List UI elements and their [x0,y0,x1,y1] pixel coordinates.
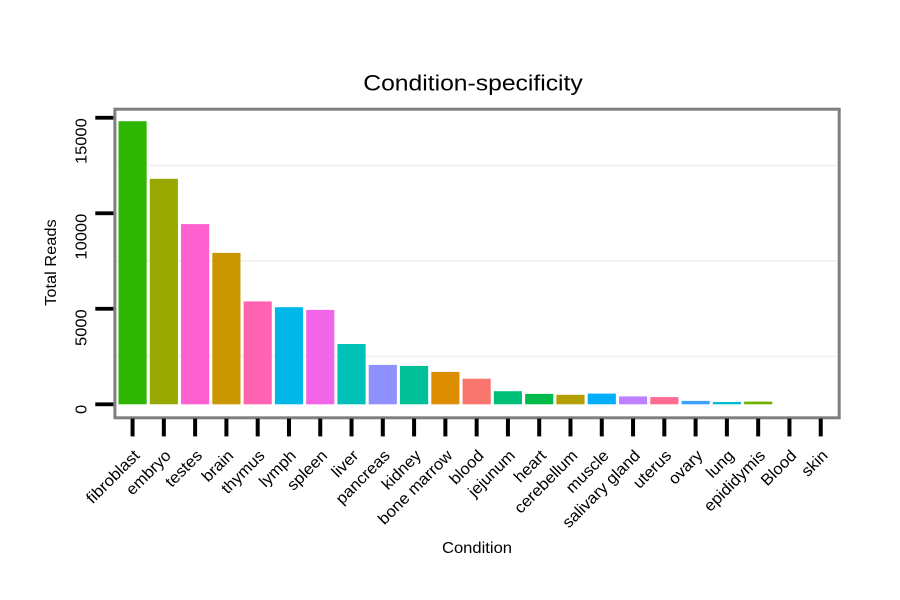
svg-text:10000: 10000 [74,214,91,260]
svg-text:15000: 15000 [74,118,91,164]
svg-text:Condition: Condition [442,540,512,557]
svg-text:Condition-specificity: Condition-specificity [363,70,583,95]
svg-text:Total Reads: Total Reads [43,219,60,306]
svg-text:0: 0 [74,405,91,414]
svg-text:5000: 5000 [74,309,91,346]
